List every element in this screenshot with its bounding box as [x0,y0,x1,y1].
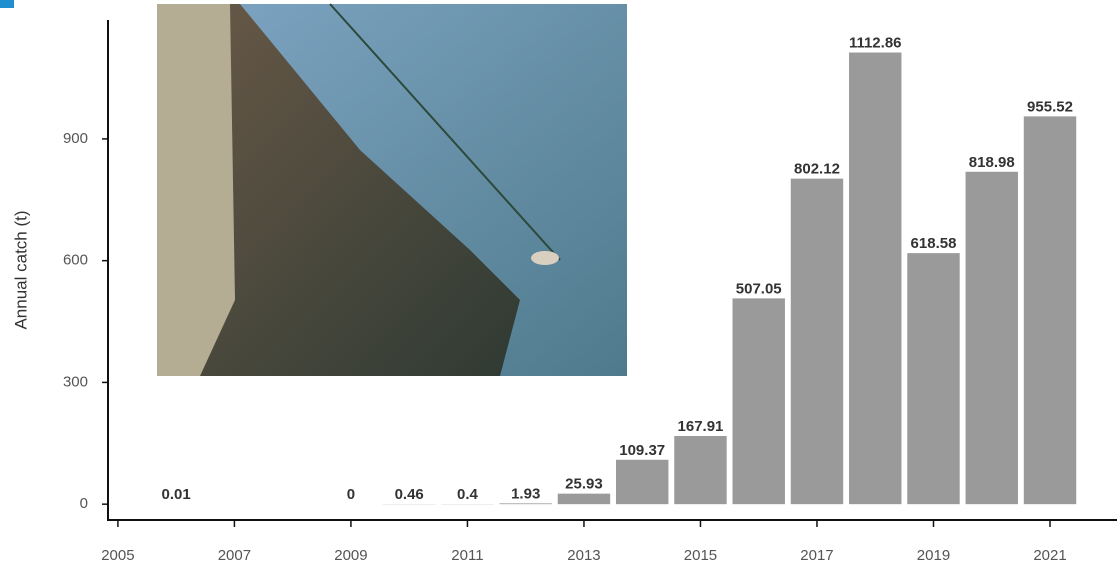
x-tick-label: 2007 [218,547,251,564]
value-label: 0.01 [162,486,191,503]
value-label: 0.4 [457,486,479,503]
x-tick-label: 2019 [917,547,950,564]
bar [674,436,726,504]
bar [791,179,843,505]
value-label: 818.98 [969,154,1015,171]
bar [558,494,610,505]
y-tick-label: 300 [63,373,88,390]
bar [733,298,785,504]
bar [849,53,901,505]
value-label: 618.58 [911,235,957,252]
y-tick-label: 600 [63,252,88,269]
bar [1024,116,1076,504]
value-label: 507.05 [736,280,782,297]
value-label: 802.12 [794,161,840,178]
y-axis-label: Annual catch (t) [11,210,30,329]
x-tick-label: 2021 [1033,547,1066,564]
value-label: 0 [347,486,355,503]
value-label: 955.52 [1027,98,1073,115]
x-tick-label: 2015 [684,547,717,564]
chart: Annual catch (t) 0 300 600 900 2005 2007 2009 2… [0,0,1117,570]
x-tick-label: 2009 [334,547,367,564]
bar [616,460,668,504]
x-tick-label: 2011 [451,547,483,564]
value-label: 109.37 [619,442,665,459]
bar [966,172,1018,504]
corner-mark [0,0,14,8]
value-label: 167.91 [678,418,724,435]
value-label: 25.93 [565,476,603,493]
y-tick-label: 900 [63,130,88,147]
x-tick-label: 2005 [101,547,134,564]
value-label: 1.93 [511,485,540,502]
y-tick-label: 0 [80,495,88,512]
x-tick-label: 2017 [800,547,833,564]
photo [157,4,627,376]
bar [499,503,551,504]
value-label: 0.46 [395,486,424,503]
x-tick-label: 2013 [567,547,600,564]
bar [907,253,959,504]
value-label: 1112.86 [849,34,902,51]
